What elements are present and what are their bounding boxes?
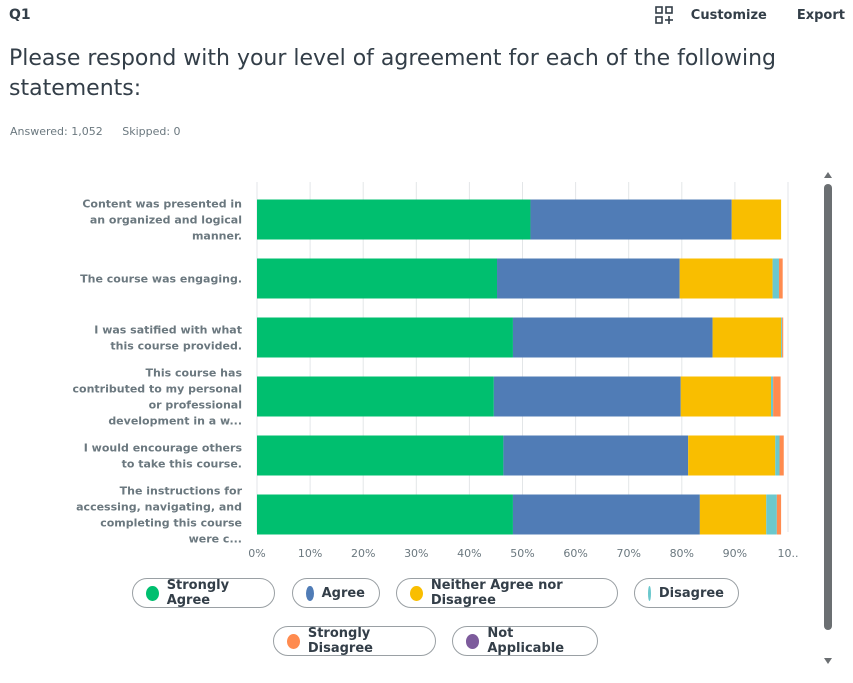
bar-disagree-row-2 [772,258,779,299]
legend-item-neither-agree-nor-disagree[interactable]: Neither Agree nor Disagree [396,578,618,608]
legend-label: Strongly Agree [166,578,230,608]
x-tick-label: 20% [351,547,375,560]
response-stats: Answered: 1,052 Skipped: 0 [10,125,197,138]
bar-agree-row-4 [493,376,681,417]
x-tick-label: 60% [563,547,587,560]
bar-strongly-disagree-row-6 [776,494,782,535]
category-label: this course provided. [110,340,242,353]
grid-plus-icon [654,6,673,24]
category-label: or professional [149,399,242,412]
bar-agree-row-2 [497,258,680,299]
legend-label: Disagree [658,585,724,601]
legend-swatch [410,585,423,601]
legend-label: Neither Agree nor Disagree [430,578,563,608]
legend-item-not-applicable[interactable]: Not Applicable [452,626,598,656]
category-label: This course has [146,367,243,380]
legend-swatch [648,585,651,601]
category-label: I was satified with what [94,324,242,337]
legend-label: Strongly Disagree [307,626,373,656]
category-label: The course was engaging. [80,273,242,286]
category-label: accessing, navigating, and [76,501,242,514]
bar-neither-agree-nor-disagree-row-2 [679,258,773,299]
customize-button[interactable]: Customize [654,6,767,24]
x-tick-label: 70% [616,547,640,560]
x-tick-label: 80% [670,547,694,560]
bar-neither-agree-nor-disagree-row-3 [712,317,782,358]
category-label: Content was presented in [82,198,242,211]
x-tick-label: 90% [723,547,747,560]
bar-neither-agree-nor-disagree-row-6 [699,494,767,535]
toolbar: Customize Export [625,6,845,24]
bar-disagree-row-3 [781,317,783,358]
category-label: to take this course. [122,458,242,471]
legend-item-disagree[interactable]: Disagree [634,578,739,608]
bar-strongly-disagree-row-4 [773,376,781,417]
bar-strongly-disagree-row-3 [782,317,784,358]
bar-strongly-agree-row-1 [257,199,531,240]
legend-label: Not Applicable [487,626,565,656]
legend-item-agree[interactable]: Agree [292,578,380,608]
legend-swatch [466,633,480,649]
bar-disagree-row-4 [771,376,774,417]
answered-count: Answered: 1,052 [10,125,103,138]
category-label: an organized and logical [90,214,242,227]
x-tick-label: 0% [248,547,265,560]
x-tick-label: 10.. [778,547,799,560]
bar-strongly-agree-row-3 [257,317,513,358]
bar-strongly-disagree-row-2 [778,258,783,299]
category-label: completing this course [100,517,242,530]
x-tick-label: 30% [404,547,428,560]
bar-strongly-disagree-row-5 [779,435,784,476]
bar-strongly-agree-row-6 [257,494,513,535]
customize-label: Customize [690,7,767,23]
bar-agree-row-6 [512,494,700,535]
bar-neither-agree-nor-disagree-row-1 [731,199,782,240]
legend-swatch [146,585,159,601]
export-button[interactable]: Export [797,8,845,23]
scrollbar-thumb[interactable] [824,184,832,630]
question-title: Please respond with your level of agreem… [9,46,777,101]
bar-agree-row-1 [530,199,732,240]
bar-neither-agree-nor-disagree-row-5 [688,435,776,476]
scroll-down-arrow-icon[interactable] [824,658,832,664]
legend-swatch [287,633,300,649]
legend-swatch [306,585,314,601]
bar-strongly-agree-row-2 [257,258,498,299]
category-label: manner. [192,230,242,243]
scroll-up-arrow-icon[interactable] [824,172,832,178]
export-label: Export [796,7,845,23]
scrollbar[interactable] [822,172,834,664]
legend-item-strongly-agree[interactable]: Strongly Agree [132,578,275,608]
bar-agree-row-5 [503,435,689,476]
x-tick-label: 10% [298,547,322,560]
bar-agree-row-3 [512,317,713,358]
bar-disagree-row-5 [775,435,780,476]
legend-label: Agree [321,585,365,601]
bar-neither-agree-nor-disagree-row-4 [680,376,772,417]
category-label: I would encourage others [84,442,243,455]
category-label: contributed to my personal [73,383,243,396]
bar-strongly-agree-row-5 [257,435,504,476]
bar-strongly-agree-row-4 [257,376,494,417]
bar-disagree-row-6 [766,494,777,535]
legend-item-strongly-disagree[interactable]: Strongly Disagree [273,626,436,656]
category-label: were c... [189,533,242,546]
category-label: development in a w... [108,415,242,428]
skipped-count: Skipped: 0 [122,125,181,138]
stacked-bar-chart: Content was presented in an organized and… [73,182,799,560]
x-tick-label: 40% [457,547,481,560]
question-number: Q1 [9,7,31,23]
x-tick-label: 50% [510,547,534,560]
category-label: The instructions for [120,485,243,498]
